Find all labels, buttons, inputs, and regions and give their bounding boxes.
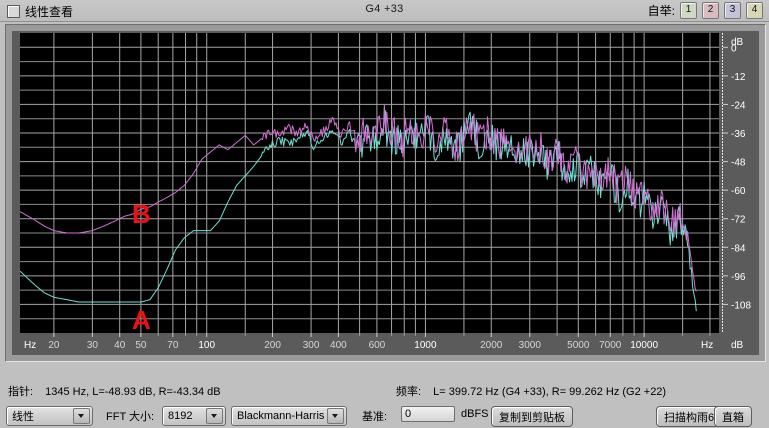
chevron-down-icon[interactable] [73, 408, 90, 424]
svg-text:-48: -48 [731, 158, 746, 169]
svg-text:Hz: Hz [701, 340, 713, 351]
boot-button-group: 自举: 1 2 3 4 [648, 2, 763, 19]
svg-text:-60: -60 [731, 186, 746, 197]
frequency-value: L= 399.72 Hz (G4 +33), R= 99.262 Hz (G2 … [433, 386, 667, 398]
readout-row: 指针: 1345 Hz, L=-48.93 dB, R=-43.34 dB 频率… [0, 381, 769, 401]
fft-size-value: 8192 [168, 410, 193, 422]
svg-text:50: 50 [135, 340, 147, 351]
checkbox-box[interactable] [7, 5, 20, 18]
svg-text:70: 70 [167, 340, 179, 351]
window-function-select[interactable]: Blackmann-Harris [231, 406, 347, 426]
svg-text:-36: -36 [731, 129, 746, 140]
svg-text:-84: -84 [731, 243, 746, 254]
svg-text:-108: -108 [731, 300, 751, 311]
boot-button-3[interactable]: 3 [724, 2, 741, 19]
fft-size-select[interactable]: 8192 [162, 406, 226, 426]
svg-text:10000: 10000 [630, 340, 658, 351]
svg-text:1000: 1000 [414, 340, 437, 351]
spectrum-plot-panel[interactable]: 20 30 40 50 70 100 200 300 400 600 1000 2000 3000 500… [5, 24, 766, 362]
svg-text:400: 400 [330, 340, 347, 351]
page-title: G4 +33 [365, 3, 404, 15]
svg-text:Hz: Hz [24, 340, 36, 351]
svg-text:30: 30 [87, 340, 99, 351]
svg-text:200: 200 [264, 340, 281, 351]
linear-view-checkbox[interactable]: 线性查看 [7, 3, 73, 20]
copy-to-clipboard-button[interactable]: 复制到剪贴板 [491, 406, 573, 427]
svg-text:-24: -24 [731, 100, 746, 111]
svg-text:-96: -96 [731, 272, 746, 283]
svg-text:B: B [132, 199, 151, 229]
svg-text:300: 300 [303, 340, 320, 351]
boot-button-2[interactable]: 2 [702, 2, 719, 19]
svg-text:3000: 3000 [519, 340, 542, 351]
fft-size-label: FFT 大小: [106, 411, 155, 423]
svg-text:7000: 7000 [599, 340, 622, 351]
svg-text:0: 0 [731, 43, 737, 54]
boot-button-4[interactable]: 4 [746, 2, 763, 19]
pointer-readout: 指针: 1345 Hz, L=-48.93 dB, R=-43.34 dB [8, 383, 221, 399]
svg-text:5000: 5000 [567, 340, 590, 351]
boot-button-1[interactable]: 1 [680, 2, 697, 19]
spectrum-plot-inner[interactable]: 20 30 40 50 70 100 200 300 400 600 1000 2000 3000 500… [12, 31, 759, 355]
reference-unit-label: dBFS [461, 408, 489, 420]
svg-text:100: 100 [198, 340, 215, 351]
pointer-value: 1345 Hz, L=-48.93 dB, R=-43.34 dB [45, 386, 221, 398]
pointer-label: 指针: [8, 386, 34, 398]
chevron-down-icon[interactable] [327, 408, 344, 424]
svg-text:dB: dB [731, 340, 744, 351]
scale-mode-value: 线性 [12, 411, 34, 423]
boot-label: 自举: [647, 4, 675, 18]
svg-text:-72: -72 [731, 215, 746, 226]
top-bar: 线性查看 G4 +33 自举: 1 2 3 4 [0, 0, 769, 22]
reference-label: 基准: [362, 411, 388, 423]
linear-view-label: 线性查看 [25, 5, 74, 19]
scan-secondary-button[interactable]: 直箱 [714, 406, 752, 427]
chevron-down-icon[interactable] [206, 408, 223, 424]
svg-text:40: 40 [114, 340, 126, 351]
svg-text:dB: dB [731, 37, 744, 48]
frequency-label: 频率: [396, 386, 422, 398]
svg-text:-12: -12 [731, 72, 746, 83]
svg-text:600: 600 [369, 340, 386, 351]
control-bar: 线性 FFT 大小: 8192 Blackmann-Harris 基准: dBF… [0, 402, 769, 428]
frequency-readout: 频率: L= 399.72 Hz (G4 +33), R= 99.262 Hz … [396, 383, 666, 399]
svg-text:2000: 2000 [480, 340, 503, 351]
window-function-value: Blackmann-Harris [237, 410, 325, 422]
reference-input[interactable] [401, 406, 455, 422]
spectrum-graph[interactable]: 20 30 40 50 70 100 200 300 400 600 1000 2000 3000 500… [12, 31, 759, 355]
scale-mode-select[interactable]: 线性 [6, 406, 93, 426]
svg-text:A: A [132, 305, 151, 335]
svg-text:20: 20 [48, 340, 60, 351]
